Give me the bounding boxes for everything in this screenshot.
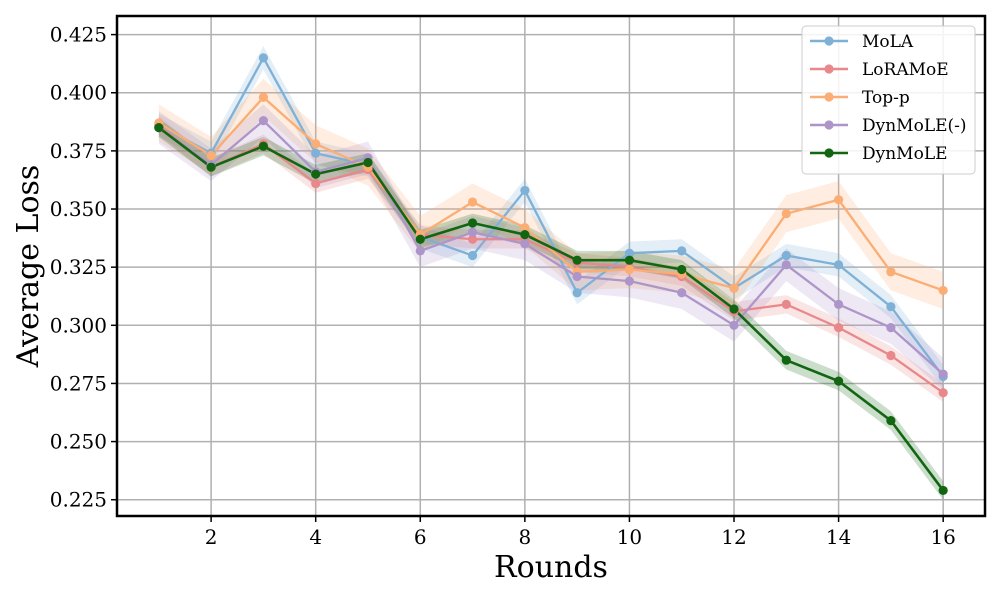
point-mola — [258, 53, 269, 63]
point-dynmole — [624, 276, 635, 286]
point-dynmole — [677, 264, 687, 275]
point-top-p — [938, 285, 948, 296]
point-top-p — [206, 150, 216, 161]
point-mola — [520, 185, 530, 196]
point-loramoe — [311, 178, 321, 189]
point-dynmole — [311, 169, 321, 179]
point-dynmole — [467, 227, 478, 237]
point-top-p — [781, 209, 791, 219]
point-top-p — [258, 92, 269, 102]
y-tick-label: 0.425 — [50, 23, 107, 47]
point-mola — [572, 288, 582, 298]
point-dynmole — [415, 234, 425, 244]
point-dynmole — [258, 141, 269, 151]
y-axis-title: Average Loss — [11, 165, 46, 369]
y-tick-label: 0.375 — [50, 139, 107, 163]
point-loramoe — [833, 323, 844, 333]
point-mola — [781, 250, 791, 261]
y-tick-label: 0.300 — [50, 313, 107, 337]
point-mola — [886, 302, 896, 312]
x-tick-label: 16 — [930, 525, 955, 549]
point-dynmole — [833, 376, 844, 386]
band-top-p — [158, 78, 944, 310]
point-dynmole — [206, 162, 216, 172]
x-tick-label: 2 — [205, 525, 218, 549]
series-lines — [158, 56, 945, 492]
point-dynmole — [363, 157, 373, 168]
point-dynmole — [677, 288, 687, 298]
point-dynmole — [415, 246, 425, 256]
legend-label-top-p: Top-p — [862, 88, 910, 108]
x-tick-label: 14 — [826, 525, 851, 549]
x-tick-label: 10 — [617, 525, 642, 549]
legend-label-dynmole: DynMoLE(-) — [862, 116, 967, 136]
point-loramoe — [467, 234, 478, 244]
y-tick-label: 0.350 — [50, 197, 107, 221]
point-mola — [467, 250, 478, 261]
legend-label-dynmole: DynMoLE — [862, 144, 948, 164]
line-mola — [158, 56, 945, 378]
point-dynmole — [833, 299, 844, 309]
point-loramoe — [781, 299, 791, 309]
point-loramoe — [938, 388, 948, 398]
x-tick-label: 6 — [414, 525, 427, 549]
line-dynmole — [158, 119, 944, 375]
x-tick-label: 8 — [518, 525, 531, 549]
tick-labels: 2 4 6 8 10 12 14 16 0.225 0.250 0.275 0.300 0.325 0.3… — [50, 23, 956, 549]
y-tick-label: 0.250 — [50, 430, 107, 454]
point-top-p — [833, 195, 844, 205]
point-top-p — [729, 283, 739, 293]
point-dynmole — [886, 323, 896, 333]
plot-frame — [115, 14, 987, 518]
legend-label-mola: MoLA — [862, 32, 914, 52]
point-dynmole — [258, 116, 269, 126]
legend-label-loramoe: LoRAMoE — [862, 60, 949, 80]
point-dynmole — [781, 355, 791, 365]
y-tick-label: 0.325 — [50, 255, 107, 279]
point-dynmole — [886, 416, 896, 426]
point-top-p — [886, 267, 896, 277]
legend-box — [801, 25, 976, 175]
point-mola — [311, 148, 321, 158]
point-mola — [677, 246, 687, 256]
y-tick-label: 0.275 — [50, 371, 107, 395]
line-dynmole — [158, 126, 945, 492]
point-dynmole — [938, 369, 948, 379]
x-axis-title: Rounds — [494, 550, 608, 585]
legend-swatch-marker-loramoe — [824, 64, 834, 74]
point-top-p — [520, 223, 530, 233]
point-dynmole — [154, 123, 164, 133]
point-dynmole — [520, 230, 530, 240]
point-dynmole — [938, 485, 948, 496]
point-loramoe — [886, 350, 896, 361]
y-tick-label: 0.225 — [50, 488, 107, 512]
legend: MoLA LoRAMoE Top-p DynMoLE(-) DynMoLE — [801, 25, 976, 175]
point-dynmole — [729, 304, 739, 314]
point-mola — [624, 248, 635, 258]
point-top-p — [467, 197, 478, 207]
point-dynmole — [729, 320, 739, 330]
x-tick-label: 12 — [721, 525, 746, 549]
point-top-p — [624, 264, 635, 275]
x-tick-label: 4 — [309, 525, 322, 549]
legend-swatch-marker-dynmole — [824, 120, 834, 130]
legend-swatch-marker-dynmole — [824, 148, 834, 158]
point-dynmole — [781, 260, 791, 270]
point-mola — [833, 260, 844, 270]
point-top-p — [311, 139, 321, 149]
point-dynmole — [624, 255, 635, 265]
legend-swatch-marker-mola — [824, 36, 834, 46]
point-dynmole — [467, 218, 478, 228]
point-dynmole — [572, 255, 582, 265]
line-top-p — [158, 96, 944, 292]
legend-swatch-marker-top-p — [824, 92, 834, 102]
y-tick-label: 0.400 — [50, 81, 107, 105]
point-dynmole — [572, 271, 582, 282]
point-dynmole — [520, 239, 530, 249]
series-points — [154, 53, 948, 496]
